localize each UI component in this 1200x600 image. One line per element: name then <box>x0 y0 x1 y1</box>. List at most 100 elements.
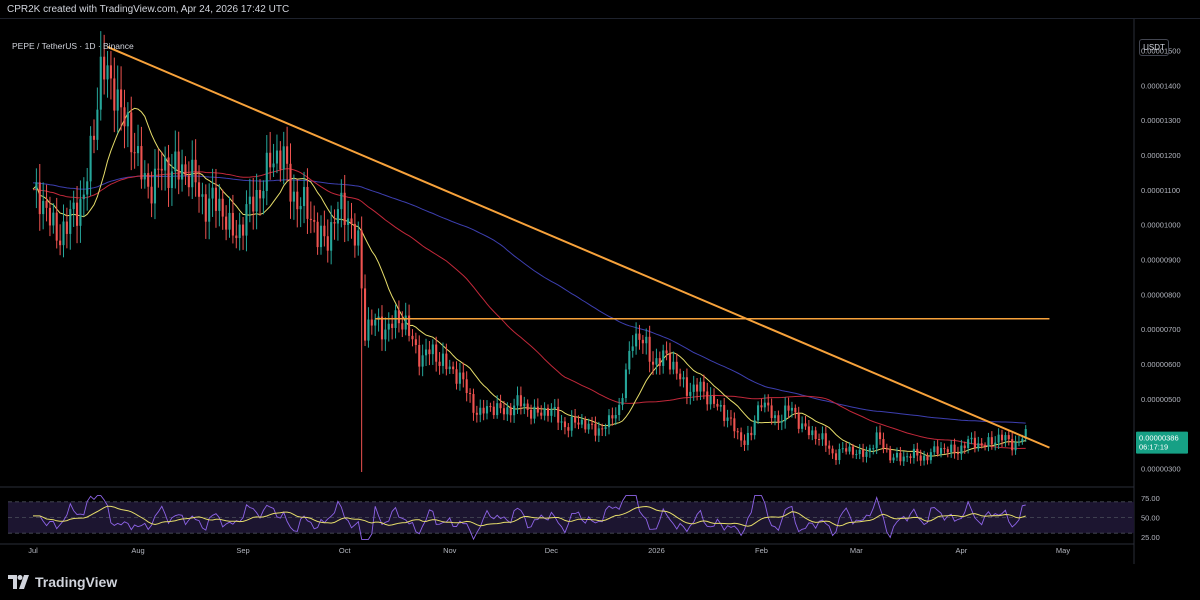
candle-body <box>56 213 58 241</box>
candle-body <box>340 193 342 209</box>
candle-body <box>1021 439 1023 442</box>
candle-body <box>459 373 461 384</box>
candle-body <box>533 407 535 419</box>
rsi-tick-label: 75.00 <box>1141 494 1160 503</box>
candle-body <box>364 288 366 340</box>
candle-body <box>66 222 68 234</box>
candle-body <box>1015 442 1017 450</box>
candle-body <box>516 395 518 405</box>
candle-body <box>472 394 474 413</box>
candle-body <box>151 187 153 204</box>
candle-body <box>781 421 783 422</box>
candle-body <box>618 405 620 415</box>
candle-body <box>537 407 539 413</box>
candle-body <box>208 199 210 222</box>
candle-body <box>994 443 996 445</box>
candle-body <box>584 420 586 430</box>
time-tick-label: Feb <box>755 546 768 555</box>
candle-body <box>659 358 661 366</box>
tradingview-logo[interactable]: TradingView <box>8 572 117 592</box>
candle-body <box>303 187 305 206</box>
candle-body <box>669 353 671 369</box>
candle-body <box>367 320 369 341</box>
candle-body <box>720 405 722 407</box>
candle-body <box>574 417 576 423</box>
rsi-tick-label: 25.00 <box>1141 533 1160 542</box>
candle-body <box>655 358 657 365</box>
candle-body <box>727 418 729 421</box>
chart-frame[interactable]: 0.00001500 0.00001400 0.00001300 0.00001200… <box>0 18 1200 565</box>
candle-body <box>750 433 752 435</box>
candle-body <box>916 449 918 456</box>
candle-body <box>262 191 264 198</box>
candle-body <box>398 310 400 323</box>
candle-body <box>757 405 759 420</box>
candle-body <box>662 350 664 365</box>
candle-body <box>510 407 512 415</box>
candle-body <box>943 448 945 449</box>
candle-body <box>699 382 701 392</box>
candle-body <box>191 160 193 187</box>
candle-body <box>188 176 190 188</box>
candle-body <box>808 426 810 435</box>
candle-body <box>981 443 983 445</box>
candle-body <box>581 420 583 425</box>
candle-body <box>198 182 200 196</box>
candle-body <box>686 377 688 396</box>
price-tick-label: 0.00000900 <box>1141 255 1181 264</box>
candle-body <box>872 448 874 449</box>
candle-body <box>869 448 871 452</box>
candle-body <box>239 225 241 239</box>
candle-body <box>876 432 878 448</box>
candle-body <box>926 456 928 460</box>
candle-body <box>455 369 457 384</box>
candle-body <box>913 449 915 458</box>
candle-body <box>1008 435 1010 439</box>
candle-body <box>747 433 749 445</box>
candle-body <box>113 78 115 110</box>
candle-body <box>645 337 647 343</box>
candle-body <box>970 438 972 439</box>
candle-body <box>276 151 278 164</box>
candle-body <box>706 391 708 404</box>
candle-body <box>256 190 258 212</box>
candle-body <box>337 209 339 223</box>
candle-body <box>479 408 481 415</box>
candle-body <box>147 173 149 187</box>
candle-body <box>235 236 237 239</box>
candle-body <box>469 393 471 394</box>
candle-body <box>893 458 895 461</box>
candle-body <box>500 403 502 408</box>
candle-body <box>632 346 634 351</box>
candle-body <box>266 153 268 191</box>
candle-body <box>181 164 183 179</box>
time-tick-label: Dec <box>545 546 559 555</box>
candle-body <box>117 89 119 110</box>
candle-body <box>388 324 390 330</box>
candle-body <box>967 439 969 448</box>
candle-body <box>167 157 169 188</box>
candle-body <box>120 89 122 107</box>
candle-body <box>59 241 61 246</box>
candle-body <box>554 407 556 409</box>
ma-mid-line <box>33 169 1026 449</box>
candle-body <box>693 385 695 392</box>
candle-body <box>1004 435 1006 440</box>
time-tick-label: Nov <box>443 546 457 555</box>
candle-body <box>991 437 993 444</box>
candle-body <box>567 427 569 431</box>
candle-body <box>476 413 478 415</box>
candle-body <box>333 222 335 223</box>
symbol-legend[interactable]: PEPE / TetherUS · 1D · Binance <box>12 41 134 51</box>
candle-body <box>777 415 779 422</box>
candle-body <box>899 453 901 461</box>
candle-body <box>106 65 108 79</box>
price-chart[interactable]: 0.00001500 0.00001400 0.00001300 0.00001200… <box>0 19 1200 565</box>
price-tick-label: 0.00000700 <box>1141 325 1181 334</box>
candle-body <box>313 220 315 222</box>
currency-button[interactable]: USDT <box>1139 39 1169 56</box>
candle-body <box>49 208 51 226</box>
candle-body <box>666 350 668 353</box>
candle-body <box>638 334 640 340</box>
candle-body <box>259 190 261 198</box>
